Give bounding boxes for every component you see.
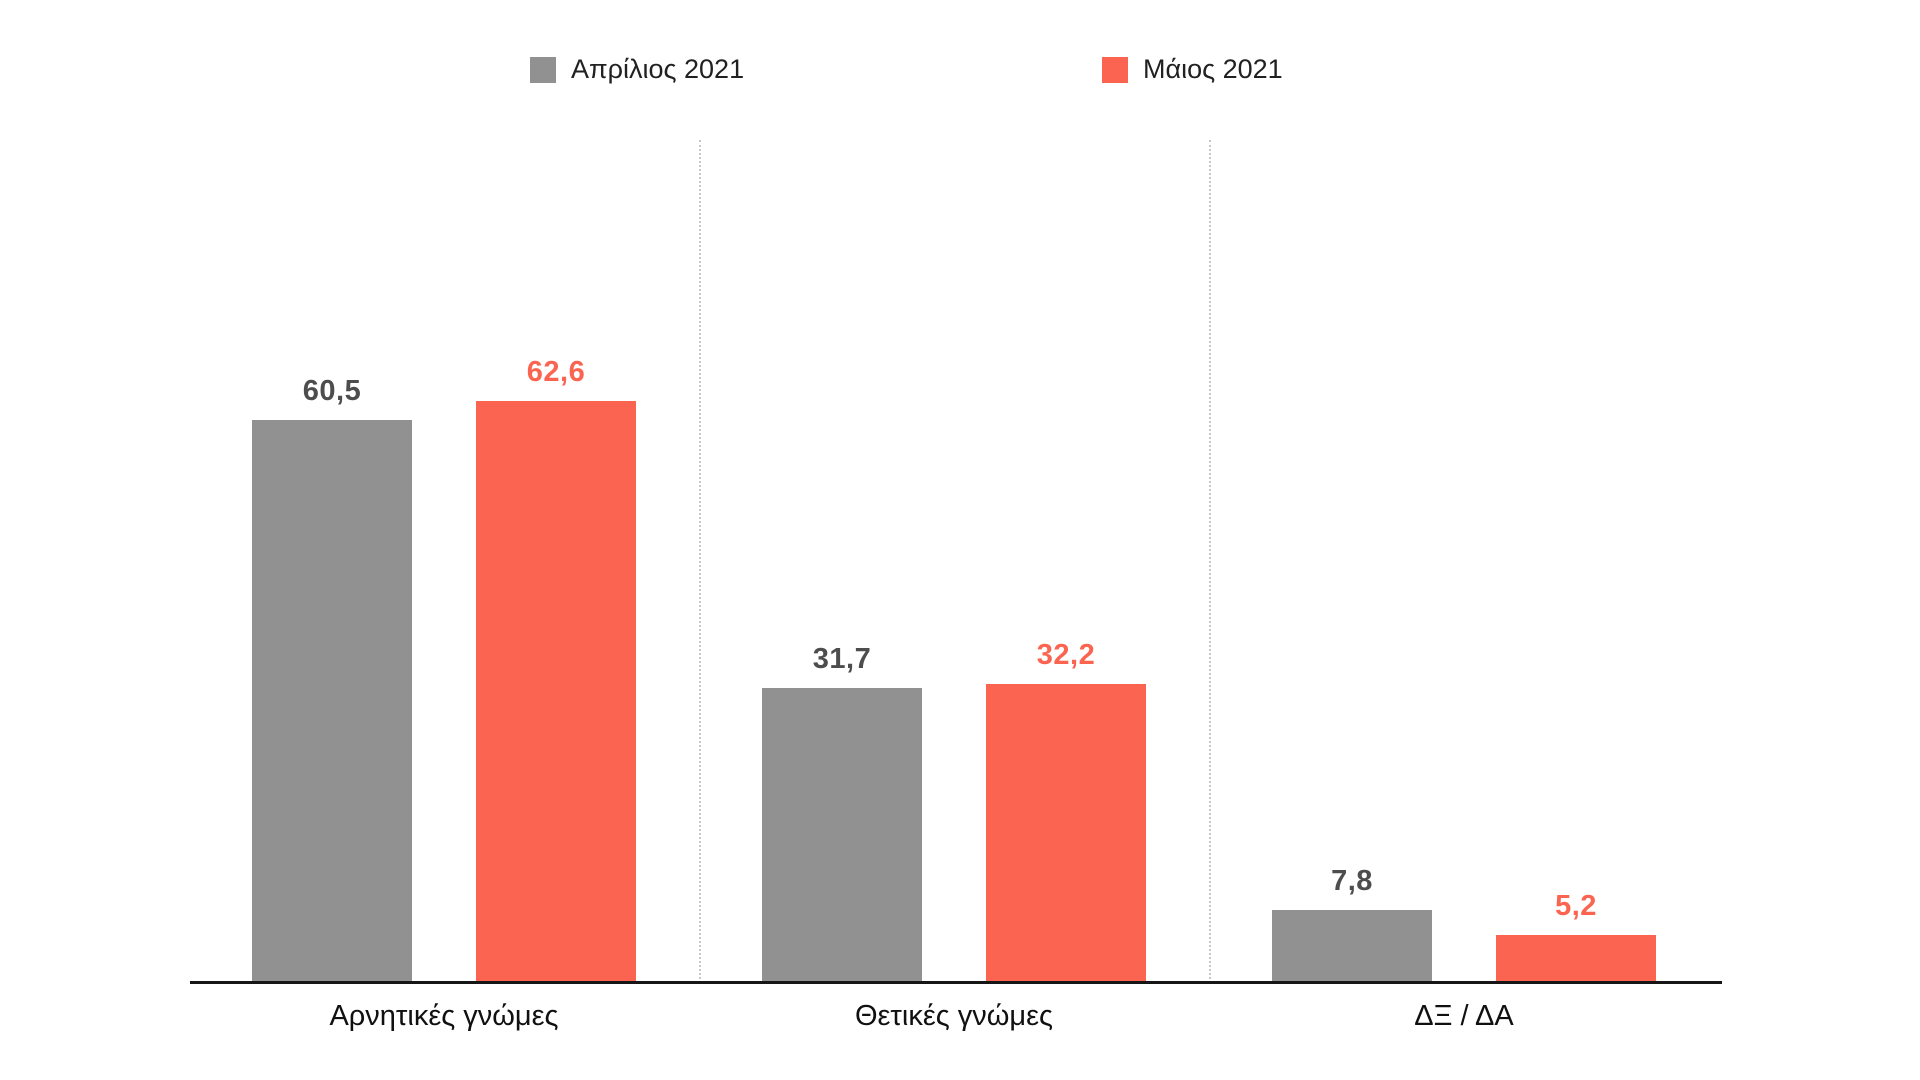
- value-label-series1-cat2: 5,2: [1555, 890, 1597, 922]
- value-label-series0-cat0: 60,5: [302, 375, 362, 407]
- value-label-series1-cat0: 62,6: [526, 356, 586, 388]
- value-label-series0-cat2: 7,8: [1331, 865, 1373, 897]
- legend-swatch-april-2021: [530, 56, 556, 83]
- bar-series1-cat0: [476, 401, 636, 983]
- legend-item-may-2021: Μάιος 2021: [1102, 54, 1283, 85]
- bar-series1-cat1: [986, 684, 1146, 983]
- legend-item-april-2021: Απρίλιος 2021: [530, 54, 744, 85]
- x-axis-line: [190, 981, 1722, 984]
- legend-swatch-may-2021: [1102, 56, 1128, 83]
- category-label-negative-opinions: Αρνητικές γνώμες: [329, 1000, 559, 1032]
- value-label-series0-cat1: 31,7: [812, 643, 872, 675]
- value-label-series1-cat1: 32,2: [1036, 639, 1096, 671]
- bar-series0-cat2: [1272, 910, 1432, 983]
- category-label-positive-opinions: Θετικές γνώμες: [854, 1000, 1054, 1032]
- group-separator-line-2: [1209, 140, 1211, 983]
- category-label-dont-know-no-answer: ΔΞ / ΔΑ: [1414, 1000, 1514, 1032]
- bar-series1-cat2: [1496, 935, 1656, 983]
- group-separator-line-1: [699, 140, 701, 983]
- bar-series0-cat0: [252, 420, 412, 983]
- legend-label-may-2021: Μάιος 2021: [1143, 54, 1283, 84]
- legend-label-april-2021: Απρίλιος 2021: [571, 54, 745, 84]
- bar-series0-cat1: [762, 688, 922, 983]
